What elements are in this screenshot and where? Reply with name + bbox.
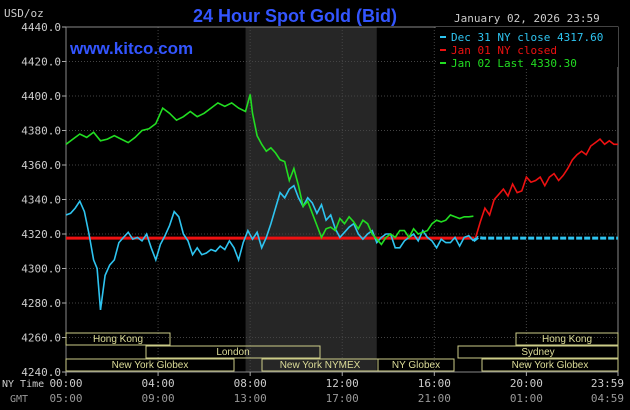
y-tick-label: 4440.0: [21, 21, 61, 34]
source-watermark: www.kitco.com: [69, 39, 193, 58]
timestamp: January 02, 2026 23:59: [454, 12, 600, 25]
session-hong-kong-label: Hong Kong: [93, 334, 143, 345]
session-sydney-label: Sydney: [521, 347, 554, 358]
chart-title: 24 Hour Spot Gold (Bid): [193, 6, 397, 26]
y-tick-label: 4420.0: [21, 56, 61, 69]
x-tick-label-gmt: 04:59: [591, 392, 624, 405]
x-axis-label-ny: NY Time: [2, 379, 44, 390]
session-london-label: London: [216, 347, 249, 358]
legend-entry: Dec 31 NY close 4317.60: [451, 31, 603, 44]
y-tick-label: 4300.0: [21, 263, 61, 276]
y-tick-label: 4240.0: [21, 366, 61, 379]
session-hong-kong-box: [65, 332, 171, 346]
session-hong-kong-2-box: [515, 332, 619, 346]
y-tick-label: 4380.0: [21, 125, 61, 138]
x-tick-label-ny: 08:00: [234, 377, 267, 390]
x-tick-label-ny: 20:00: [510, 377, 543, 390]
y-tick-label: 4280.0: [21, 297, 61, 310]
series-jan01-line: [474, 138, 618, 238]
y-tick-label: 4340.0: [21, 194, 61, 207]
session-ny-nymex-label: New York NYMEX: [280, 360, 361, 371]
x-tick-label-gmt: 13:00: [234, 392, 267, 405]
y-tick-label: 4400.0: [21, 90, 61, 103]
series-dec31-line: [65, 184, 474, 311]
x-tick-label-gmt: 17:00: [326, 392, 359, 405]
series-dec31-line-extension: [472, 235, 618, 243]
session-ny-globex-3-label: New York Globex: [512, 360, 589, 371]
x-tick-label-ny: 04:00: [142, 377, 175, 390]
session-london-box: [145, 345, 321, 359]
x-tick-label-ny: 23:59: [591, 377, 624, 390]
x-tick-label-gmt: 01:00: [510, 392, 543, 405]
session-ny-globex-label: New York Globex: [112, 360, 189, 371]
x-tick-label-ny: 12:00: [326, 377, 359, 390]
session-ny-globex-box: [65, 358, 235, 372]
series-jan02-line: [65, 94, 474, 246]
series-lines: [65, 94, 618, 311]
x-tick-label-ny: 16:00: [418, 377, 451, 390]
x-axis: 00:00 05:00 04:00 09:00 08:00 13:00 12:00 17:00…: [49, 372, 624, 405]
session-ny-globex-2-box: [377, 358, 455, 372]
market-sessions: Hong Kong Hong Kong London Sydney New York G…: [65, 332, 619, 372]
x-tick-label-ny: 00:00: [49, 377, 82, 390]
x-tick-label-gmt: 21:00: [418, 392, 451, 405]
x-tick-label-gmt: 09:00: [142, 392, 175, 405]
legend-box: [436, 27, 618, 67]
legend-entry: Jan 01 NY closed: [451, 44, 557, 57]
x-axis-label-gmt: GMT: [10, 394, 28, 405]
session-hong-kong-2-label: Hong Kong: [542, 334, 592, 345]
y-tick-label: 4360.0: [21, 159, 61, 172]
unit-label: USD/oz: [4, 7, 44, 20]
y-tick-label: 4260.0: [21, 332, 61, 345]
legend-entry: Jan 02 Last 4330.30: [451, 57, 577, 70]
session-sydney-box: [457, 345, 619, 359]
session-ny-globex-3-box: [481, 358, 619, 372]
y-tick-label: 4320.0: [21, 228, 61, 241]
x-tick-label-gmt: 05:00: [49, 392, 82, 405]
session-ny-globex-2-label: NY Globex: [392, 360, 440, 371]
y-axis: 4440.0 4420.0 4400.0 4380.0 4360.0 4340.0 4320…: [21, 21, 66, 379]
